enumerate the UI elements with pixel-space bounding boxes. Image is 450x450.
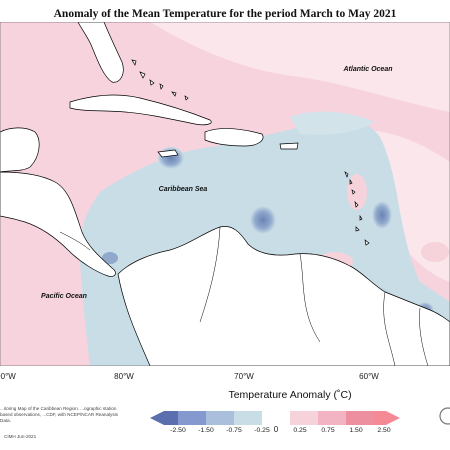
label-pacific-ocean: Pacific Ocean <box>41 293 87 300</box>
legend-swatch <box>318 411 346 425</box>
country-borders <box>59 226 429 366</box>
legend-swatch <box>178 411 206 425</box>
land-cuba <box>69 94 212 126</box>
cool-anomaly-north <box>290 111 375 135</box>
land-group <box>0 22 450 366</box>
label-atlantic-ocean: Atlantic Ocean <box>342 66 392 73</box>
warm-light-patch <box>150 22 450 112</box>
land-florida <box>77 22 124 83</box>
land-jamaica <box>157 149 179 158</box>
legend-swatch <box>290 411 318 425</box>
legend-tick: -0.25 <box>254 427 270 434</box>
land-lesser-antilles <box>344 171 370 246</box>
legend-swatch <box>346 411 374 425</box>
legend-title: Temperature Anomaly (˚C) <box>228 389 352 401</box>
legend-swatch <box>150 411 178 425</box>
land-mexico-yucatan <box>0 127 40 173</box>
cool-spot-colombia-coast <box>250 206 276 234</box>
longitude-labels: 90°W 80°W 70°W 60°W <box>0 372 450 384</box>
legend-swatch <box>262 411 290 425</box>
legend-tick: -2.50 <box>170 427 186 434</box>
land-hispaniola <box>204 128 264 147</box>
warm-spot-east <box>421 242 449 262</box>
legend-tick: 0.25 <box>293 427 307 434</box>
cool-spot-panama <box>102 252 118 264</box>
map-svg: Atlantic Ocean Caribbean Sea Pacific Oce… <box>0 22 450 366</box>
legend-swatch <box>374 411 400 425</box>
legend-swatch <box>206 411 234 425</box>
temperature-anomaly-map: Atlantic Ocean Caribbean Sea Pacific Oce… <box>0 22 450 366</box>
map-title: Anomaly of the Mean Temperature for the … <box>53 8 397 20</box>
cool-spot-lesser-antilles <box>372 201 392 229</box>
legend-tick: 0 <box>273 425 279 434</box>
legend-colorbar <box>150 411 400 425</box>
legend-tick: 0.75 <box>321 427 335 434</box>
longitude-label: 70°W <box>234 372 254 381</box>
legend-tick: 1.50 <box>349 427 363 434</box>
data-credits: ...itoring Map of the Caribbean Region. … <box>0 406 118 423</box>
legend-swatch <box>234 411 262 425</box>
land-puerto-rico <box>279 142 299 150</box>
legend-tick: 2.50 <box>377 427 391 434</box>
credits-footer: CIMH Jun-2021 <box>4 434 37 439</box>
label-caribbean-sea: Caribbean Sea <box>159 186 208 193</box>
longitude-label: 80°W <box>114 372 134 381</box>
legend-tick: -0.75 <box>226 427 242 434</box>
cimh-logo-icon <box>439 407 450 425</box>
legend-tick: -1.50 <box>198 427 214 434</box>
land-bahamas <box>131 59 189 101</box>
land-central-america <box>0 171 116 277</box>
longitude-label: 90°W <box>0 372 16 381</box>
longitude-label: 60°W <box>359 372 379 381</box>
color-legend: Temperature Anomaly (˚C) -2.50 -1.50 -0.… <box>150 389 400 434</box>
